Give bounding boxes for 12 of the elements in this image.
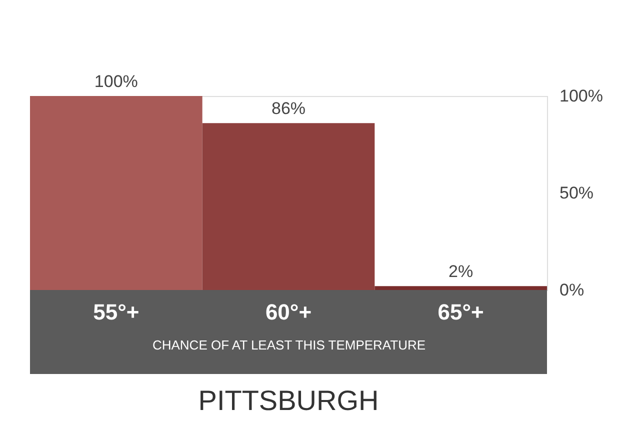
text: PITTSBURGH [198, 385, 379, 416]
x-tick-label: 55°+ [93, 300, 140, 324]
data-label: 86% [271, 99, 306, 118]
x-tick-label: 60°+ [265, 300, 312, 324]
y-tick-label: 0% [560, 280, 584, 300]
y-tick-label: 100% [560, 86, 603, 106]
data-label: 100% [94, 72, 138, 91]
data-label: 2% [448, 262, 474, 282]
bar [374, 286, 547, 290]
y-tick-label: 50% [560, 184, 594, 202]
x-axis-title: CHANCE OF AT LEAST THIS TEMPERATURE [152, 338, 426, 352]
x-tick-label: 65°+ [438, 300, 484, 324]
